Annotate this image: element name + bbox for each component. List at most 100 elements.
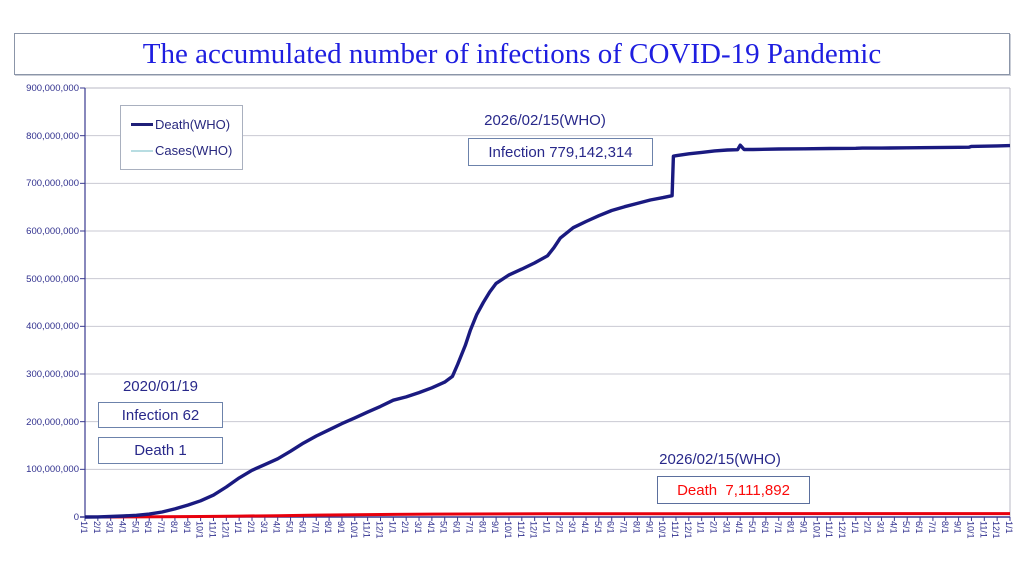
- x-tick-label: 10/1: [965, 521, 976, 539]
- x-tick-label: 11/1: [669, 521, 680, 538]
- y-tick-label: 100,000,000: [26, 464, 79, 476]
- start-death-annotation: Death 1: [98, 437, 223, 464]
- y-tick-label: 300,000,000: [26, 369, 79, 380]
- x-tick-label: 11/1: [515, 521, 526, 538]
- legend-label: Death(WHO): [155, 117, 231, 132]
- y-tick-label: 0: [73, 512, 79, 523]
- x-tick-label: 11/1: [207, 521, 218, 538]
- x-tick-label: 12/1: [374, 521, 385, 539]
- x-tick-label: 12/1: [682, 521, 693, 539]
- x-tick-label: 2/1: [91, 521, 102, 534]
- death-line-swatch: [131, 123, 153, 126]
- x-tick-label: 9/1: [644, 521, 655, 534]
- x-tick-label: 10/1: [811, 521, 822, 539]
- y-tick-label: 600,000,000: [26, 226, 79, 237]
- x-tick-label: 9/1: [335, 521, 346, 534]
- y-tick-label: 500,000,000: [26, 273, 79, 285]
- x-tick-label: 11/1: [361, 521, 372, 538]
- x-tick-label: 1/1: [541, 521, 552, 534]
- x-tick-label: 3/1: [104, 521, 115, 534]
- x-tick-label: 9/1: [798, 521, 809, 534]
- x-tick-label: 11/1: [978, 521, 989, 538]
- x-tick-label: 7/1: [618, 521, 629, 534]
- death-date-annotation: 2026/02/15(WHO): [659, 451, 781, 468]
- x-tick-label: 3/1: [567, 521, 578, 534]
- x-tick-label: 4/1: [580, 521, 591, 534]
- start-infection-annotation: Infection 62: [98, 402, 223, 428]
- y-tick-label: 900,000,000: [26, 83, 79, 94]
- x-tick-label: 1/1: [233, 521, 244, 534]
- x-tick-label: 7/1: [464, 521, 475, 534]
- chart-title-box: The accumulated number of infections of …: [14, 33, 1010, 75]
- x-tick-label: 12/1: [991, 521, 1002, 539]
- x-tick-label: 10/1: [348, 521, 359, 539]
- x-tick-label: 4/1: [425, 521, 436, 534]
- x-tick-label: 1/1: [695, 521, 706, 534]
- x-tick-label: 9/1: [952, 521, 963, 534]
- x-tick-label: 8/1: [785, 521, 796, 534]
- y-tick-label: 800,000,000: [26, 130, 79, 142]
- y-tick-label: 400,000,000: [26, 321, 79, 333]
- chart-legend: Death(WHO) Cases(WHO): [120, 105, 243, 170]
- x-tick-label: 7/1: [310, 521, 321, 534]
- x-tick-label: 10/1: [657, 521, 668, 539]
- x-tick-label: 2/1: [708, 521, 719, 534]
- x-tick-label: 1/1: [1004, 521, 1014, 534]
- y-tick-label: 700,000,000: [26, 178, 79, 190]
- x-tick-label: 5/1: [130, 521, 141, 534]
- x-tick-label: 8/1: [939, 521, 950, 534]
- x-tick-label: 3/1: [721, 521, 732, 534]
- x-tick-label: 4/1: [734, 521, 745, 534]
- x-tick-label: 1/1: [849, 521, 860, 534]
- x-tick-label: 8/1: [631, 521, 642, 534]
- x-tick-label: 12/1: [220, 521, 231, 539]
- x-tick-label: 4/1: [888, 521, 899, 534]
- legend-item-death: Death(WHO): [131, 117, 242, 132]
- x-tick-label: 2/1: [246, 521, 256, 534]
- death-total-annotation: Death 7,111,892: [657, 476, 810, 504]
- x-tick-label: 1/1: [387, 521, 398, 534]
- latest-date-annotation: 2026/02/15(WHO): [484, 112, 606, 129]
- x-tick-label: 5/1: [438, 521, 449, 534]
- x-tick-label: 7/1: [156, 521, 167, 534]
- x-tick-label: 2/1: [400, 521, 411, 534]
- x-tick-label: 10/1: [502, 521, 513, 539]
- x-tick-label: 7/1: [926, 521, 937, 534]
- x-tick-label: 8/1: [477, 521, 488, 534]
- x-tick-label: 5/1: [901, 521, 912, 534]
- legend-label: Cases(WHO): [155, 143, 233, 158]
- x-tick-label: 6/1: [914, 521, 925, 534]
- x-tick-label: 1/1: [79, 521, 89, 534]
- x-tick-label: 9/1: [490, 521, 501, 534]
- x-tick-label: 2/1: [554, 521, 565, 534]
- chart-title: The accumulated number of infections of …: [142, 37, 882, 70]
- x-tick-label: 6/1: [759, 521, 770, 534]
- x-tick-label: 8/1: [168, 521, 179, 534]
- cases-line-swatch: [131, 149, 153, 152]
- x-tick-label: 4/1: [271, 521, 282, 534]
- x-tick-label: 5/1: [592, 521, 603, 534]
- x-tick-label: 3/1: [258, 521, 269, 534]
- latest-infection-annotation: Infection 779,142,314: [468, 138, 653, 166]
- x-tick-label: 5/1: [284, 521, 295, 534]
- x-tick-label: 4/1: [117, 521, 128, 534]
- x-tick-label: 6/1: [143, 521, 154, 534]
- x-tick-label: 12/1: [836, 521, 847, 539]
- x-tick-label: 3/1: [413, 521, 424, 534]
- x-tick-label: 2/1: [862, 521, 873, 534]
- x-tick-label: 11/1: [824, 521, 835, 538]
- x-tick-label: 6/1: [451, 521, 462, 534]
- x-tick-label: 6/1: [297, 521, 308, 534]
- x-tick-label: 12/1: [528, 521, 539, 539]
- x-tick-label: 3/1: [875, 521, 886, 534]
- x-tick-label: 5/1: [747, 521, 758, 534]
- start-date-annotation: 2020/01/19: [122, 378, 199, 395]
- x-tick-label: 8/1: [323, 521, 334, 534]
- x-tick-label: 10/1: [194, 521, 205, 539]
- x-tick-label: 9/1: [181, 521, 192, 534]
- y-tick-label: 200,000,000: [26, 416, 79, 428]
- x-tick-label: 6/1: [605, 521, 616, 534]
- legend-item-cases: Cases(WHO): [131, 143, 242, 158]
- x-tick-label: 7/1: [772, 521, 783, 534]
